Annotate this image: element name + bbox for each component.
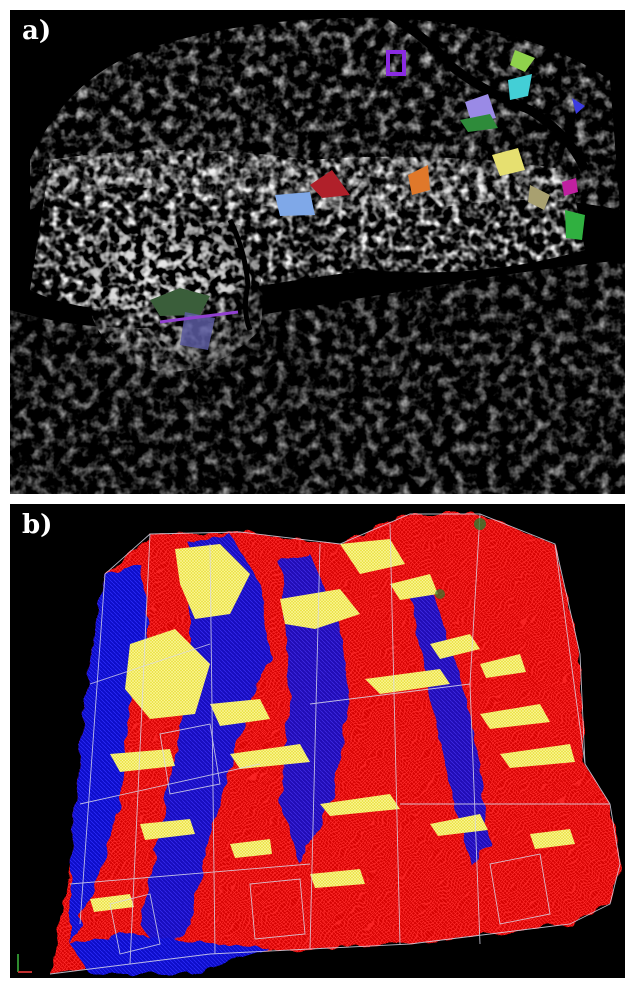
plane-purple — [386, 50, 406, 76]
mesh-image — [10, 504, 625, 978]
panel-b-label: b) — [22, 510, 53, 540]
panel-b: b) — [10, 504, 625, 978]
panel-a-label: a) — [22, 16, 52, 46]
point-cloud-image — [10, 10, 625, 494]
panel-a: a) — [10, 10, 625, 494]
